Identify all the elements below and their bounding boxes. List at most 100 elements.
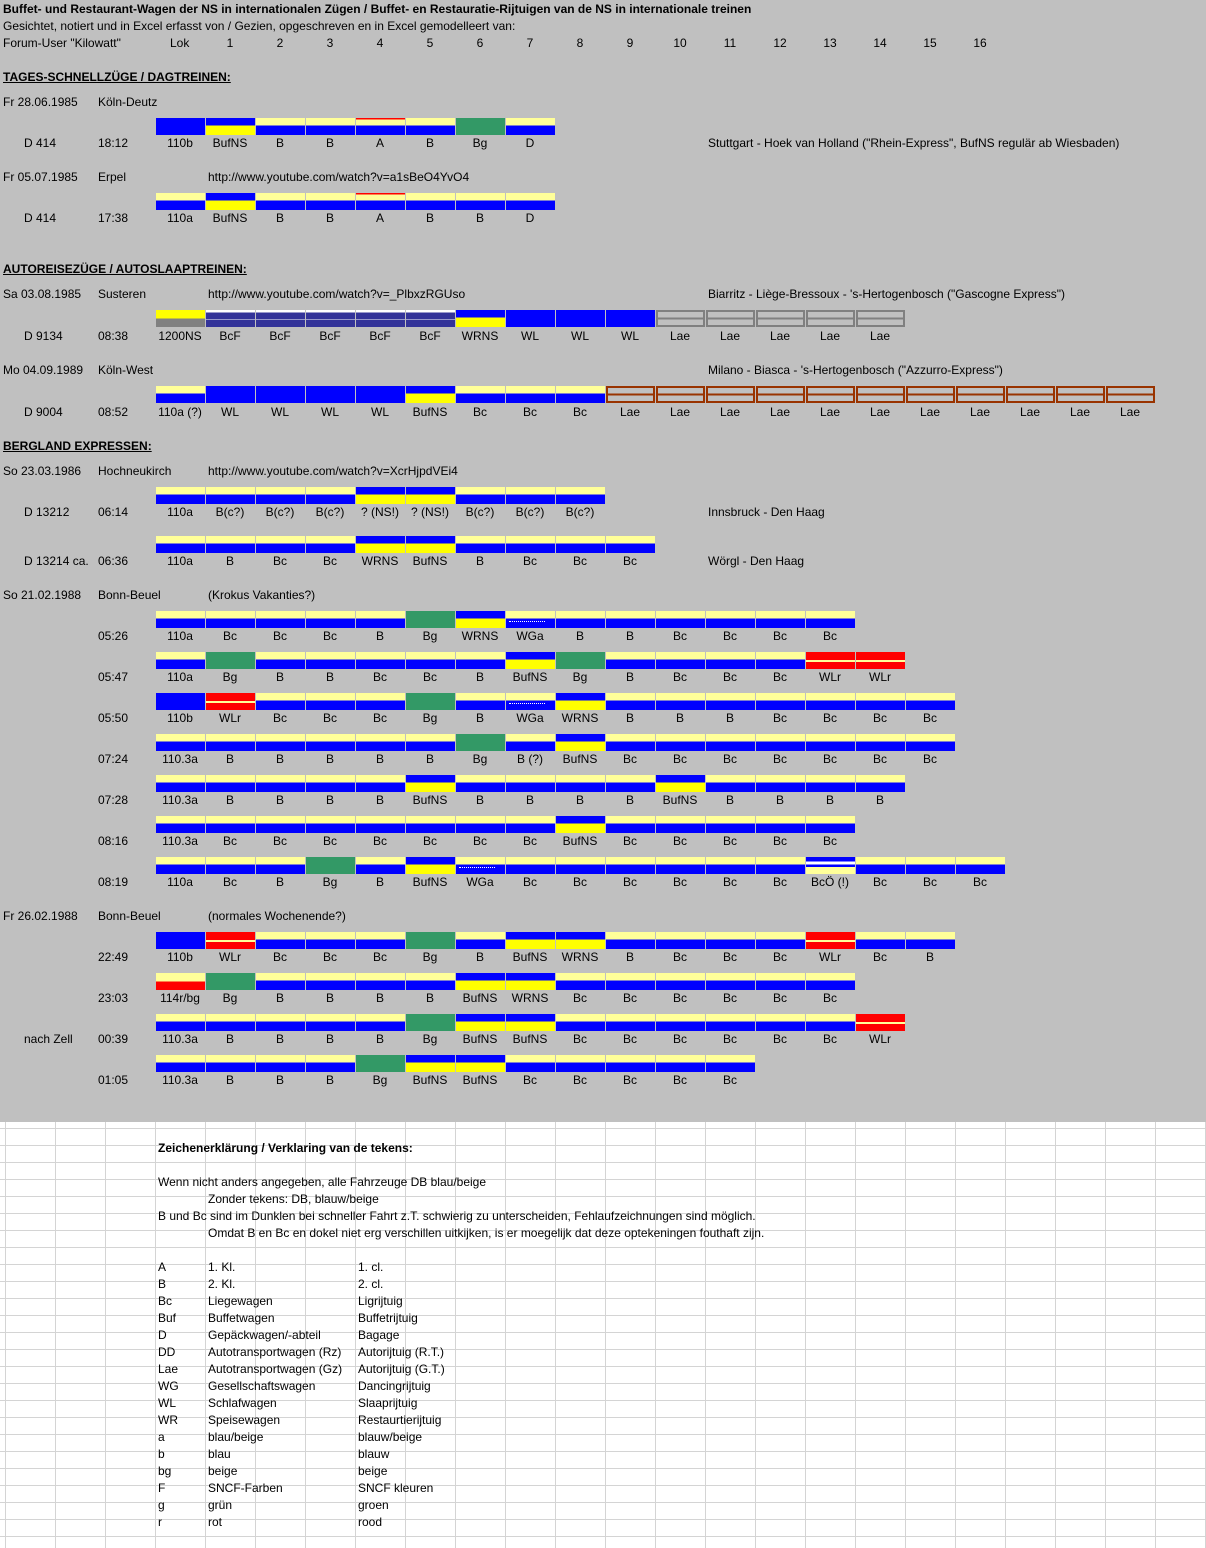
car-label: 110a (?) bbox=[158, 405, 202, 419]
legend-nl: Autorijtuig (R.T.) bbox=[358, 1345, 445, 1359]
car-swatch bbox=[406, 973, 455, 990]
car-swatch bbox=[156, 857, 205, 874]
car-label: B bbox=[275, 793, 284, 807]
car-swatch bbox=[656, 1055, 705, 1072]
sheet-text: Köln-West bbox=[98, 363, 154, 377]
legend-nl: Ligrijtuig bbox=[358, 1294, 403, 1308]
car-label: Bc bbox=[372, 950, 387, 964]
car-label: B bbox=[275, 1032, 284, 1046]
car-swatch bbox=[1106, 386, 1155, 403]
legend-de: beige bbox=[208, 1464, 238, 1478]
car-swatch bbox=[206, 536, 255, 553]
car-swatch bbox=[606, 932, 655, 949]
car-label: Bc bbox=[622, 875, 637, 889]
car-swatch bbox=[606, 775, 655, 792]
lok-header: Lok bbox=[170, 36, 190, 50]
car-label: Bc bbox=[272, 950, 287, 964]
train-number: D 9004 bbox=[24, 405, 63, 419]
sheet-text: Wenn nicht anders angegeben, alle Fahrze… bbox=[158, 1175, 487, 1189]
car-label: Bc bbox=[222, 834, 237, 848]
car-swatch bbox=[406, 193, 455, 210]
car-swatch bbox=[306, 652, 355, 669]
car-label: Bg bbox=[572, 670, 588, 684]
car-label: Lae bbox=[869, 329, 891, 343]
car-swatch bbox=[156, 386, 205, 403]
car-label: Bc bbox=[572, 991, 587, 1005]
legend-code: D bbox=[158, 1328, 167, 1342]
car-swatch bbox=[606, 816, 655, 833]
car-swatch bbox=[356, 1055, 405, 1072]
legend-nl: beige bbox=[358, 1464, 388, 1478]
car-label: Lae bbox=[1019, 405, 1041, 419]
car-swatch bbox=[456, 536, 505, 553]
car-label: BufNS bbox=[412, 554, 448, 568]
section-heading: TAGES-SCHNELLZÜGE / DAGTREINEN: bbox=[3, 70, 231, 84]
car-swatch bbox=[656, 652, 705, 669]
car-label: Bc bbox=[922, 875, 937, 889]
car-swatch bbox=[156, 193, 205, 210]
car-swatch bbox=[506, 193, 555, 210]
car-label: Bc bbox=[622, 554, 637, 568]
legend-de: Autotransportwagen (Gz) bbox=[208, 1362, 343, 1376]
car-swatch bbox=[706, 932, 755, 949]
car-swatch bbox=[756, 310, 805, 327]
car-label: BufNS bbox=[512, 1032, 548, 1046]
legend-code: b bbox=[158, 1447, 165, 1461]
train-time: 17:38 bbox=[98, 211, 129, 225]
car-swatch bbox=[1006, 386, 1055, 403]
car-label: Bc bbox=[672, 629, 687, 643]
car-label: B bbox=[375, 875, 384, 889]
car-swatch bbox=[356, 693, 405, 710]
car-label: 114r/bg bbox=[160, 991, 200, 1005]
car-label: B bbox=[275, 1073, 284, 1087]
sheet-title: Buffet- und Restaurant-Wagen der NS in i… bbox=[3, 2, 752, 16]
car-label: Bc bbox=[322, 834, 337, 848]
legend-de: grün bbox=[208, 1498, 233, 1512]
car-label: B bbox=[425, 211, 434, 225]
car-swatch bbox=[206, 816, 255, 833]
car-number: 14 bbox=[873, 36, 887, 50]
wg-marking bbox=[459, 867, 495, 869]
car-label: 110.3a bbox=[162, 834, 198, 848]
car-label: Bc bbox=[372, 670, 387, 684]
car-swatch bbox=[856, 857, 905, 874]
car-swatch bbox=[606, 734, 655, 751]
car-swatch bbox=[806, 734, 855, 751]
car-label: B bbox=[225, 1073, 234, 1087]
car-label: Bc bbox=[722, 950, 737, 964]
car-swatch bbox=[306, 310, 355, 327]
car-label: B bbox=[325, 991, 334, 1005]
car-label: Bg bbox=[422, 1032, 438, 1046]
legend-de: Autotransportwagen (Rz) bbox=[208, 1345, 342, 1359]
car-label: Bc bbox=[622, 1032, 637, 1046]
car-label: B bbox=[225, 1032, 234, 1046]
car-label: Bc bbox=[672, 1032, 687, 1046]
car-swatch bbox=[656, 611, 705, 628]
car-swatch bbox=[706, 973, 755, 990]
car-swatch bbox=[506, 1014, 555, 1031]
car-swatch bbox=[606, 1014, 655, 1031]
legend-code: A bbox=[158, 1260, 167, 1274]
car-label: ? (NS!) bbox=[410, 505, 449, 519]
car-label: BufNS bbox=[562, 752, 598, 766]
car-swatch bbox=[156, 693, 205, 710]
legend-nl: SNCF kleuren bbox=[358, 1481, 434, 1495]
car-label: Lae bbox=[819, 329, 841, 343]
car-label: Bc bbox=[822, 629, 837, 643]
car-swatch bbox=[256, 816, 305, 833]
car-swatch bbox=[406, 734, 455, 751]
car-label: 110a bbox=[167, 554, 193, 568]
car-swatch bbox=[706, 611, 755, 628]
car-swatch bbox=[406, 118, 455, 135]
car-swatch bbox=[406, 386, 455, 403]
legend-code: Lae bbox=[158, 1362, 179, 1376]
car-label: Lae bbox=[1119, 405, 1141, 419]
car-label: B bbox=[325, 793, 334, 807]
car-swatch bbox=[356, 487, 405, 504]
car-label: Bc bbox=[772, 670, 787, 684]
car-swatch bbox=[506, 310, 555, 327]
car-swatch bbox=[256, 973, 305, 990]
car-swatch bbox=[406, 1055, 455, 1072]
car-label: B bbox=[375, 1032, 384, 1046]
car-label: Bc bbox=[622, 1073, 637, 1087]
